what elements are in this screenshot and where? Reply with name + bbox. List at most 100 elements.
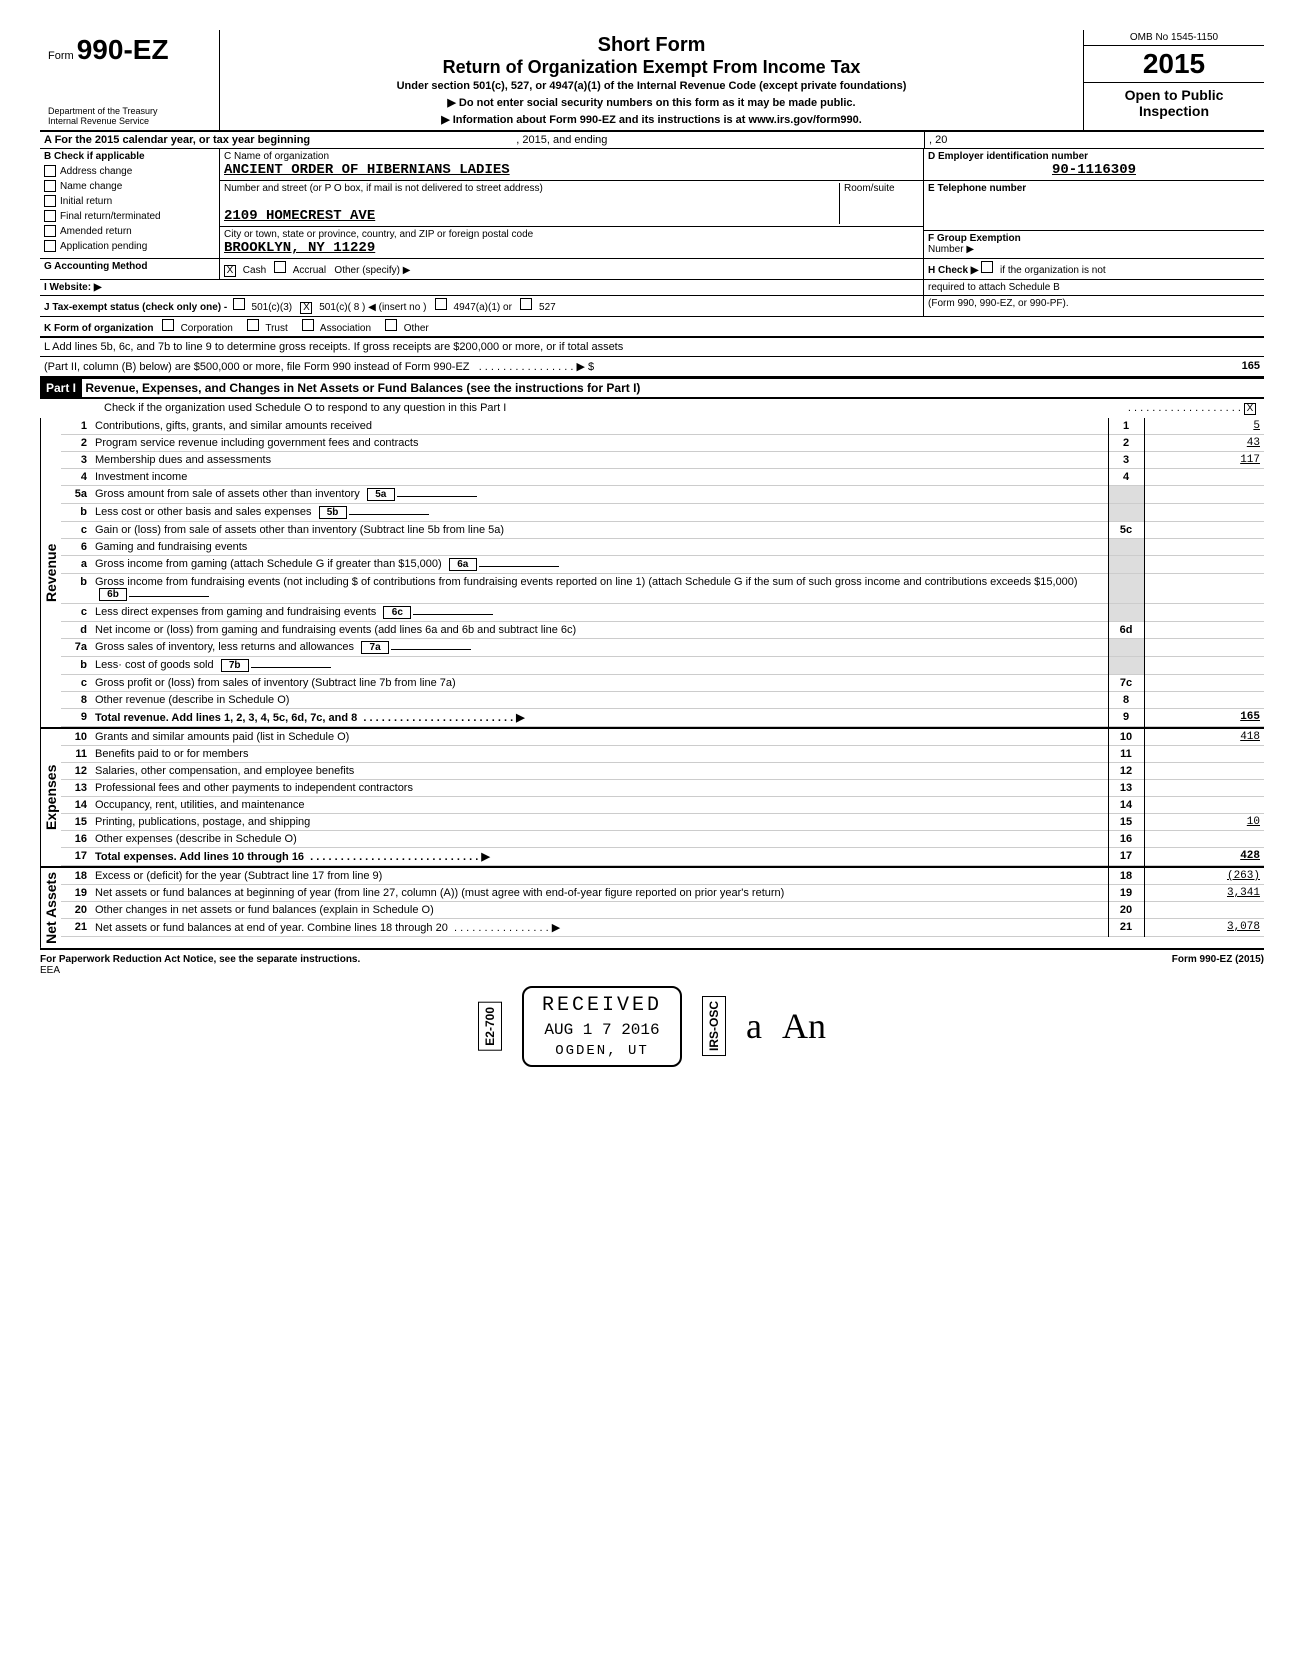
part1-header-row: Part I Revenue, Expenses, and Changes in…	[40, 378, 1264, 398]
line-6: 6Gaming and fundraising events	[61, 539, 1264, 556]
cb-501c[interactable]	[300, 302, 312, 314]
org-name-block: C Name of organization ANCIENT ORDER OF …	[220, 149, 923, 181]
cb-application-pending[interactable]: Application pending	[44, 240, 215, 252]
open-line2: Inspection	[1088, 103, 1260, 119]
cb-corp[interactable]	[162, 319, 174, 331]
org-name-value: ANCIENT ORDER OF HIBERNIANS LADIES	[224, 162, 919, 178]
cb-assoc[interactable]	[302, 319, 314, 331]
line-4: 4Investment income4	[61, 469, 1264, 486]
h-block: H Check ▶ if the organization is not	[924, 259, 1264, 279]
org-city-label: City or town, state or province, country…	[224, 229, 919, 240]
stamp-irs-osc: IRS-OSC	[702, 996, 726, 1056]
cb-part1-schedO[interactable]	[1244, 403, 1256, 415]
org-addr-block: Number and street (or P O box, if mail i…	[220, 181, 923, 227]
open-line1: Open to Public	[1088, 87, 1260, 103]
line-20: 20Other changes in net assets or fund ba…	[61, 902, 1264, 919]
line-5b: bLess cost or other basis and sales expe…	[61, 504, 1264, 522]
col-def: D Employer identification number 90-1116…	[924, 149, 1264, 258]
header-left: Form 990-EZ Department of the Treasury I…	[40, 30, 220, 130]
row-l1: L Add lines 5b, 6c, and 7b to line 9 to …	[40, 337, 1264, 356]
cb-cash[interactable]	[224, 265, 236, 277]
dept-treasury: Department of the Treasury Internal Reve…	[48, 106, 211, 126]
line-15: 15Printing, publications, postage, and s…	[61, 814, 1264, 831]
section-bcdef: B Check if applicable Address change Nam…	[40, 149, 1264, 259]
netassets-section: Net Assets 18Excess or (deficit) for the…	[40, 868, 1264, 950]
row-a-tax-year: A For the 2015 calendar year, or tax yea…	[40, 132, 1264, 149]
line-18: 18Excess or (deficit) for the year (Subt…	[61, 868, 1264, 885]
initial-mark: a	[746, 1005, 762, 1047]
title-under: Under section 501(c), 527, or 4947(a)(1)…	[228, 80, 1075, 92]
cb-527[interactable]	[520, 298, 532, 310]
stamp-ogden: OGDEN, UT	[542, 1043, 662, 1059]
title-short-form: Short Form	[228, 34, 1075, 57]
l-dots: . . . . . . . . . . . . . . . . ▶ $	[479, 361, 594, 373]
row-a-text: A For the 2015 calendar year, or tax yea…	[44, 134, 310, 146]
cb-4947[interactable]	[435, 298, 447, 310]
form-990ez: Form 990-EZ Department of the Treasury I…	[40, 30, 1264, 1067]
open-public: Open to Public Inspection	[1084, 83, 1264, 123]
j-label: J Tax-exempt status (check only one) -	[44, 302, 227, 313]
line-7b: bLess· cost of goods sold 7b	[61, 657, 1264, 675]
g-label: G Accounting Method	[40, 259, 220, 279]
cb-name-change[interactable]: Name change	[44, 180, 215, 192]
omb-number: OMB No 1545-1150	[1084, 30, 1264, 46]
line-8: 8Other revenue (describe in Schedule O)8	[61, 692, 1264, 709]
cb-trust[interactable]	[247, 319, 259, 331]
netassets-table: 18Excess or (deficit) for the year (Subt…	[61, 868, 1264, 937]
line-6a: aGross income from gaming (attach Schedu…	[61, 556, 1264, 574]
line-19: 19Net assets or fund balances at beginni…	[61, 885, 1264, 902]
line-6d: dNet income or (loss) from gaming and fu…	[61, 622, 1264, 639]
l-value: 165	[1242, 360, 1260, 372]
org-city-block: City or town, state or province, country…	[220, 227, 923, 258]
received-stamp: RECEIVED AUG 1 7 2016 OGDEN, UT	[522, 986, 682, 1067]
line-7a: 7aGross sales of inventory, less returns…	[61, 639, 1264, 657]
cb-initial-return[interactable]: Initial return	[44, 195, 215, 207]
cb-final-return[interactable]: Final return/terminated	[44, 210, 215, 222]
stamp-area: E2-700 RECEIVED AUG 1 7 2016 OGDEN, UT I…	[40, 986, 1264, 1067]
k-content: K Form of organization Corporation Trust…	[40, 317, 1264, 336]
revenue-label: Revenue	[40, 418, 61, 727]
f-group-block: F Group Exemption Number ▶	[924, 231, 1264, 257]
line-10: 10Grants and similar amounts paid (list …	[61, 729, 1264, 746]
room-suite-label: Room/suite	[839, 183, 919, 224]
footer-right: Form 990-EZ (2015)	[1172, 954, 1264, 976]
row-a-right: , 20	[924, 132, 1264, 148]
footer-left: For Paperwork Reduction Act Notice, see …	[40, 954, 360, 976]
cb-other[interactable]	[385, 319, 397, 331]
cb-accrual[interactable]	[274, 261, 286, 273]
cb-501c3[interactable]	[233, 298, 245, 310]
dept-line1: Department of the Treasury	[48, 106, 211, 116]
cb-address-change[interactable]: Address change	[44, 165, 215, 177]
line-3: 3Membership dues and assessments3117	[61, 452, 1264, 469]
cb-h[interactable]	[981, 261, 993, 273]
cb-amended-return[interactable]: Amended return	[44, 225, 215, 237]
form-header: Form 990-EZ Department of the Treasury I…	[40, 30, 1264, 132]
i-value	[220, 280, 924, 295]
arrow-info: ▶ Information about Form 990-EZ and its …	[228, 113, 1075, 126]
line-16: 16Other expenses (describe in Schedule O…	[61, 831, 1264, 848]
org-name-label: C Name of organization	[224, 151, 919, 162]
h-text3: (Form 990, 990-EZ, or 990-PF).	[924, 296, 1264, 316]
header-center: Short Form Return of Organization Exempt…	[220, 30, 1084, 130]
col-c-org-info: C Name of organization ANCIENT ORDER OF …	[220, 149, 924, 258]
e-label: E Telephone number	[928, 183, 1260, 194]
line-1: 1Contributions, gifts, grants, and simil…	[61, 418, 1264, 435]
line-17: 17Total expenses. Add lines 10 through 1…	[61, 848, 1264, 866]
line-2: 2Program service revenue including gover…	[61, 435, 1264, 452]
line-21: 21Net assets or fund balances at end of …	[61, 919, 1264, 937]
org-city-value: BROOKLYN, NY 11229	[224, 240, 919, 256]
col-b-checkboxes: B Check if applicable Address change Nam…	[40, 149, 220, 258]
org-addr-value: 2109 HOMECREST AVE	[224, 208, 839, 224]
part1-check-text: Check if the organization used Schedule …	[44, 402, 506, 414]
row-a-left: A For the 2015 calendar year, or tax yea…	[40, 132, 924, 148]
b-header: B Check if applicable	[44, 151, 215, 162]
row-k: K Form of organization Corporation Trust…	[40, 317, 1264, 337]
revenue-section: Revenue 1Contributions, gifts, grants, a…	[40, 418, 1264, 729]
expenses-table: 10Grants and similar amounts paid (list …	[61, 729, 1264, 866]
line-5a: 5aGross amount from sale of assets other…	[61, 486, 1264, 504]
form-label: Form	[48, 50, 74, 62]
expenses-label: Expenses	[40, 729, 61, 866]
e-phone-block: E Telephone number	[924, 181, 1264, 231]
f-label2: Number ▶	[928, 244, 1260, 255]
stamp-e2700: E2-700	[478, 1002, 502, 1051]
